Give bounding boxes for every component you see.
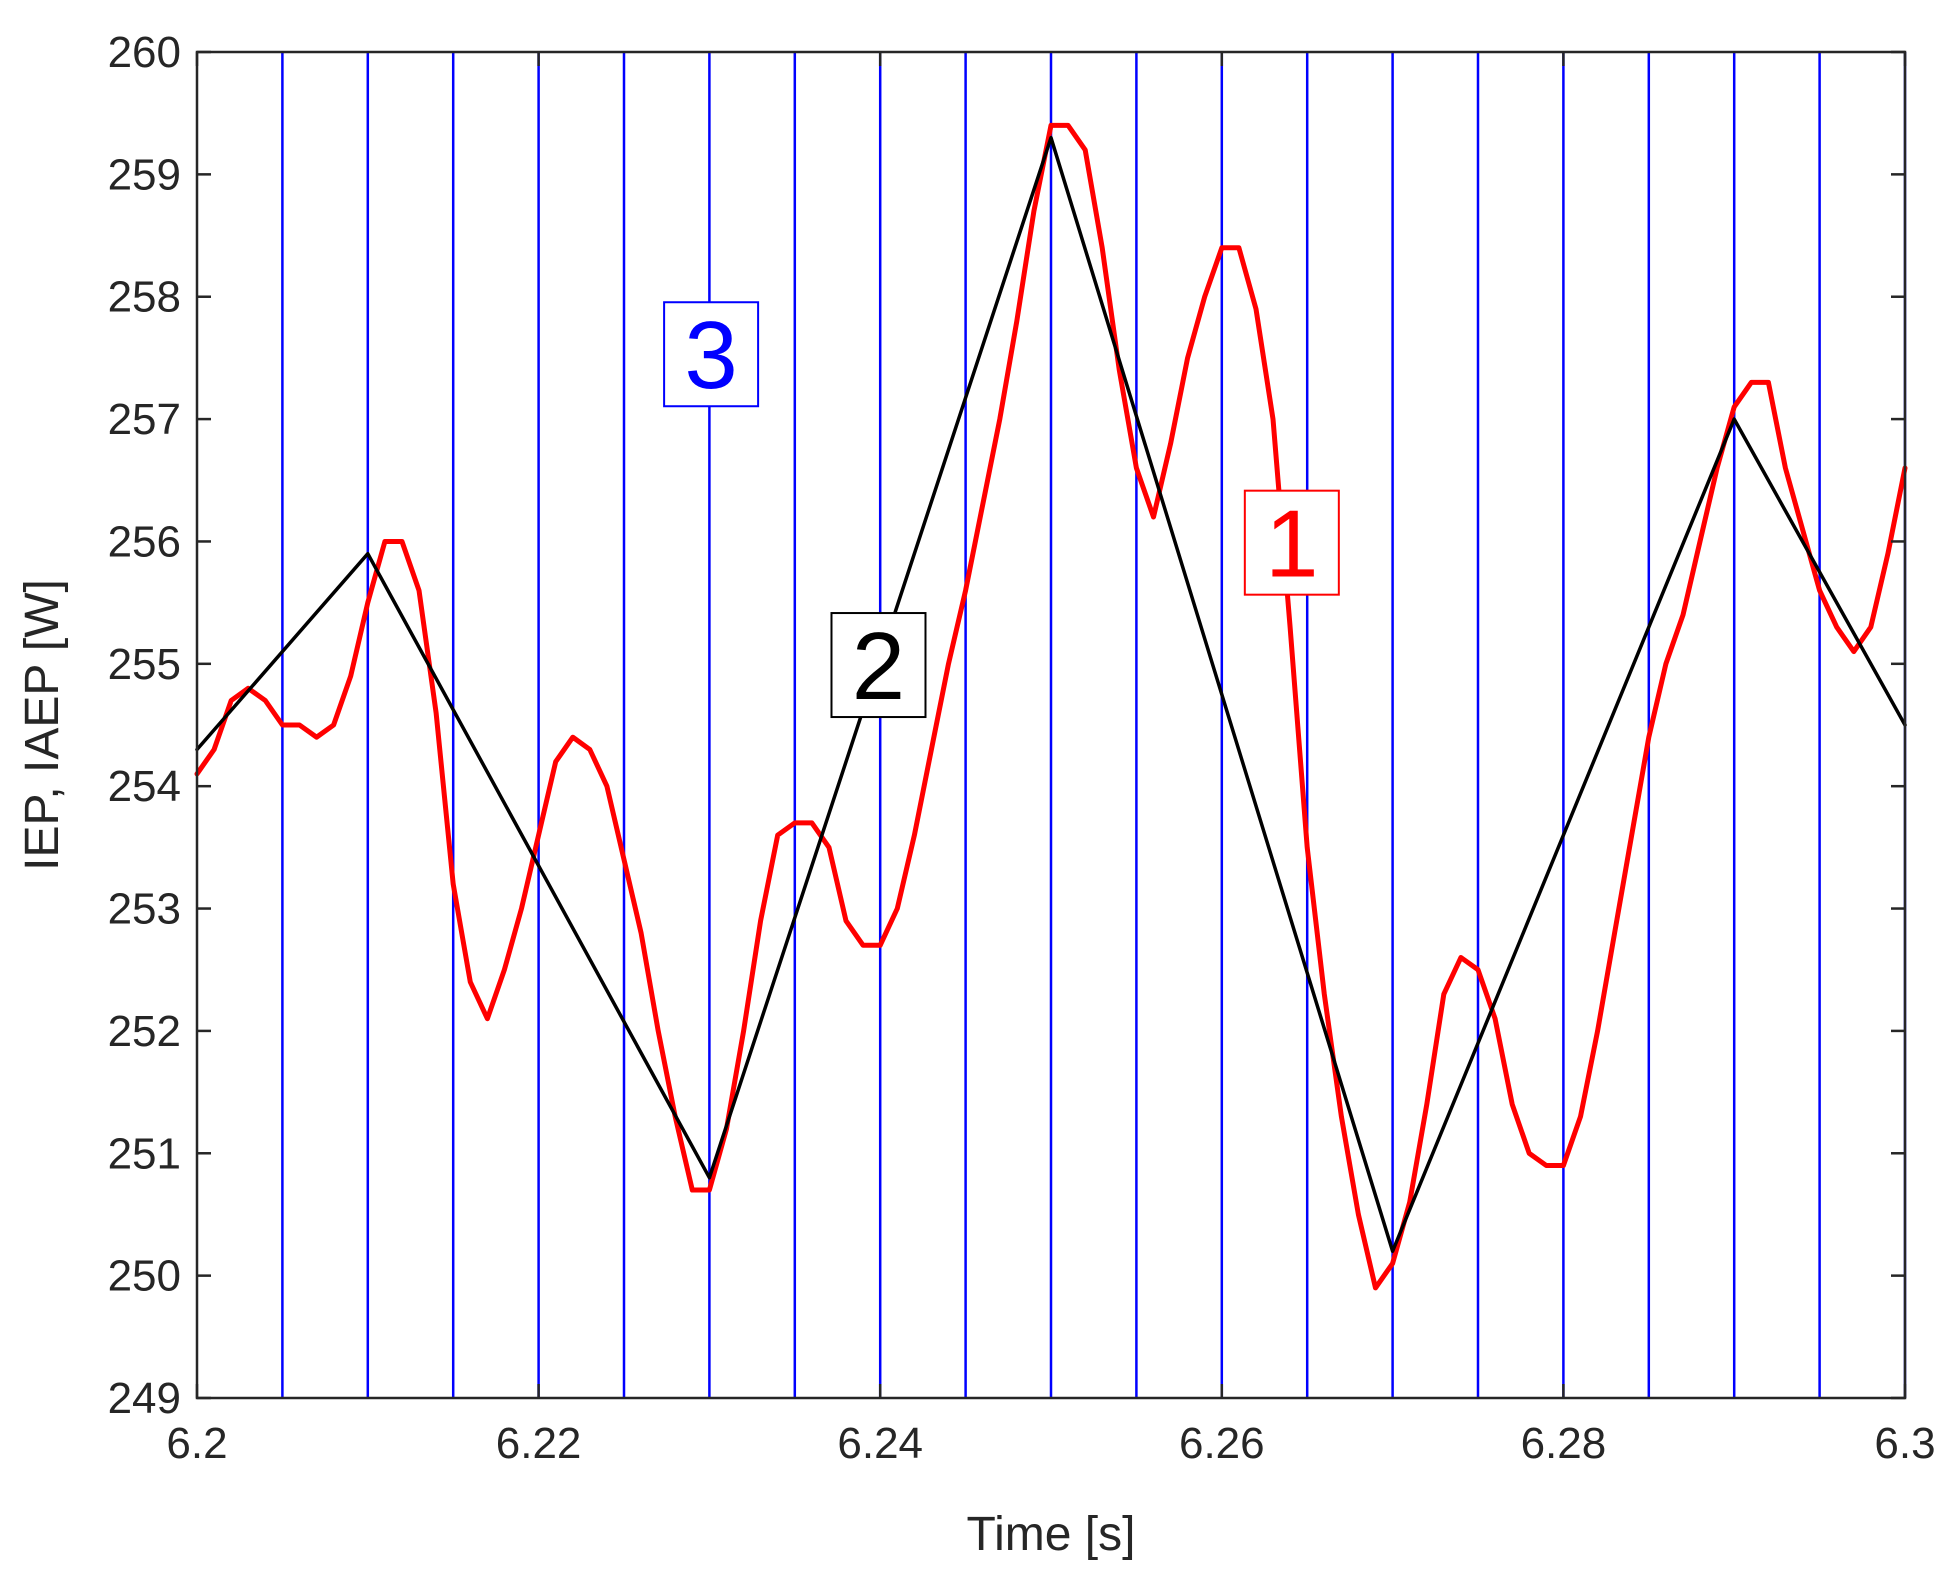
y-tick-label: 257 [108, 395, 181, 444]
annotation-2: 2 [830, 612, 927, 720]
y-tick-label: 251 [108, 1129, 181, 1178]
y-tick-label: 253 [108, 885, 181, 934]
series-2-line [195, 135, 1907, 1253]
annotation-box [1243, 489, 1340, 596]
y-axis-label: IEP, IAEP [W] [16, 579, 69, 871]
y-axis: 249 250 251 252 253 254 255 256 257 258 259 260 [108, 28, 1905, 1423]
x-axis-label: Time [s] [967, 1508, 1136, 1561]
series-2-path [195, 135, 1907, 1253]
axes-frame [195, 50, 1907, 1400]
y-tick-label: 259 [108, 150, 181, 199]
x-tick-label: 6.26 [1179, 1419, 1265, 1468]
x-tick-label: 6.28 [1521, 1419, 1607, 1468]
plot-area [194, 50, 1908, 1400]
y-tick-label: 252 [108, 1007, 181, 1056]
annotation-box [663, 301, 760, 408]
annotation-label: 1 [1265, 491, 1318, 598]
x-tick-label: 6.2 [166, 1419, 227, 1468]
y-tick-label: 250 [108, 1252, 181, 1301]
annotation-3: 3 [663, 301, 760, 409]
x-axis: 6.2 6.22 6.24 6.26 6.28 6.3 [166, 52, 1936, 1468]
annotation-box [830, 612, 927, 719]
series-1-line [194, 122, 1908, 1291]
y-tick-label: 255 [108, 640, 181, 689]
annotation-label: 2 [852, 613, 905, 720]
y-tick-label: 260 [108, 28, 181, 77]
x-tick-label: 6.22 [496, 1419, 582, 1468]
annotations: 1 2 3 [663, 301, 1340, 720]
y-tick-label: 258 [108, 273, 181, 322]
y-tick-label: 249 [108, 1374, 181, 1423]
x-tick-label: 6.24 [837, 1419, 923, 1468]
y-tick-label: 254 [108, 762, 181, 811]
x-tick-label: 6.3 [1874, 1419, 1935, 1468]
y-tick-label: 256 [108, 517, 181, 566]
annotation-1: 1 [1243, 489, 1340, 598]
series-1-path [194, 122, 1908, 1291]
annotation-label: 3 [684, 302, 737, 409]
